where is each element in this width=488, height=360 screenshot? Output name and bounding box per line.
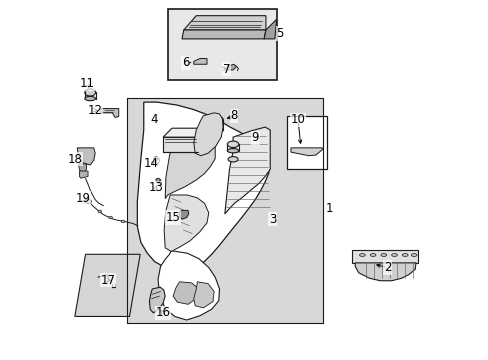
Polygon shape	[351, 249, 417, 263]
Polygon shape	[193, 113, 223, 156]
Text: 5: 5	[276, 27, 284, 40]
Bar	[167, 9, 276, 80]
Polygon shape	[290, 148, 322, 156]
Polygon shape	[137, 102, 268, 271]
Text: 13: 13	[148, 181, 163, 194]
Text: 8: 8	[230, 109, 237, 122]
Bar	[286, 116, 326, 169]
Ellipse shape	[391, 253, 397, 256]
Ellipse shape	[359, 253, 365, 256]
Ellipse shape	[156, 179, 160, 181]
Text: 1: 1	[325, 202, 333, 215]
Polygon shape	[224, 127, 270, 214]
Ellipse shape	[369, 253, 375, 256]
Text: 2: 2	[383, 261, 390, 274]
Polygon shape	[77, 148, 95, 165]
Ellipse shape	[208, 127, 223, 133]
Ellipse shape	[108, 216, 112, 219]
Text: 17: 17	[101, 274, 115, 287]
Polygon shape	[78, 164, 86, 173]
Text: 4: 4	[150, 113, 158, 126]
Bar	[167, 9, 276, 80]
Text: 14: 14	[144, 157, 159, 170]
Polygon shape	[163, 137, 198, 152]
Bar	[126, 98, 323, 323]
Polygon shape	[193, 59, 206, 64]
Ellipse shape	[153, 157, 158, 160]
Ellipse shape	[380, 253, 386, 256]
Text: 11: 11	[80, 77, 95, 90]
Ellipse shape	[227, 141, 238, 148]
Ellipse shape	[402, 253, 407, 256]
Text: 18: 18	[67, 153, 82, 166]
Ellipse shape	[227, 157, 238, 162]
Text: 16: 16	[155, 306, 170, 319]
Text: 6: 6	[182, 56, 189, 69]
Polygon shape	[227, 64, 236, 70]
Polygon shape	[75, 254, 140, 316]
Polygon shape	[179, 210, 188, 219]
Polygon shape	[149, 287, 165, 313]
Ellipse shape	[208, 116, 223, 124]
Ellipse shape	[227, 149, 238, 153]
Polygon shape	[264, 19, 276, 39]
Text: 7: 7	[223, 63, 230, 76]
Ellipse shape	[98, 210, 102, 213]
Polygon shape	[165, 130, 215, 199]
Text: 3: 3	[268, 213, 276, 226]
Text: 10: 10	[290, 113, 305, 126]
Polygon shape	[101, 109, 119, 117]
Text: 9: 9	[251, 131, 259, 144]
Polygon shape	[158, 251, 219, 320]
Polygon shape	[193, 282, 214, 308]
Text: 19: 19	[75, 192, 90, 205]
Ellipse shape	[410, 253, 416, 256]
Polygon shape	[164, 195, 208, 251]
Polygon shape	[354, 263, 415, 281]
Polygon shape	[183, 16, 265, 30]
Polygon shape	[198, 128, 206, 152]
Polygon shape	[163, 128, 206, 137]
Ellipse shape	[84, 89, 95, 96]
Bar	[286, 116, 326, 169]
Ellipse shape	[84, 199, 91, 203]
Polygon shape	[182, 30, 265, 39]
Ellipse shape	[121, 220, 124, 223]
Polygon shape	[173, 282, 198, 304]
Polygon shape	[80, 171, 88, 178]
Ellipse shape	[84, 96, 95, 101]
Text: 15: 15	[165, 211, 180, 224]
Text: 12: 12	[87, 104, 102, 117]
